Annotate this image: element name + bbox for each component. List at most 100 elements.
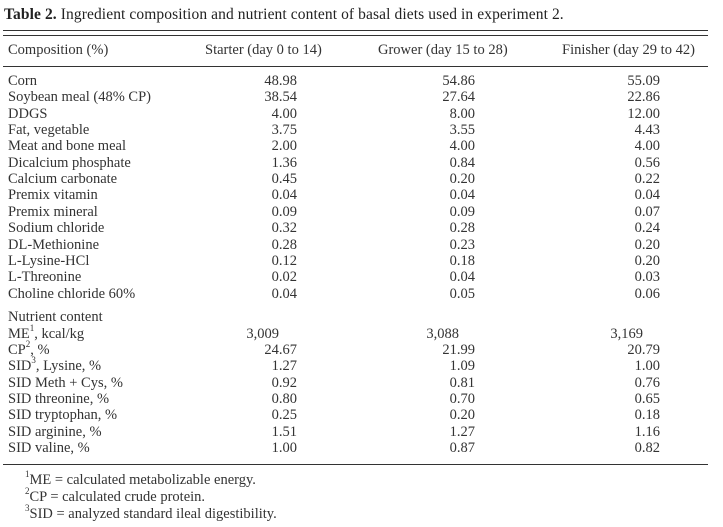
- nutrient-name: SID3, Lysine, %: [8, 355, 102, 375]
- grower-value: 0.23: [449, 236, 475, 253]
- finisher-value: 12.00: [627, 105, 660, 122]
- finisher-value: 4.00: [634, 138, 660, 155]
- ingredient-name: Soybean meal (48% CP): [8, 89, 151, 106]
- nutrient-name: SID arginine, %: [8, 424, 102, 441]
- finisher-value: 0.18: [634, 407, 660, 424]
- starter-value: 0.45: [271, 171, 297, 188]
- nutrient-label: SID tryptophan, %: [8, 407, 118, 424]
- table-row: SID threonine, % 0.80 0.70 0.65: [0, 391, 723, 407]
- grower-value: 1.09: [449, 358, 475, 375]
- table-row: CP2, % 24.67 21.99 20.79: [0, 339, 723, 358]
- table-row: L-Lysine-HCl 0.12 0.18 0.20: [0, 253, 723, 269]
- grower-value: 0.81: [449, 374, 475, 391]
- finisher-value: 0.20: [634, 252, 660, 269]
- table-row: Choline chloride 60% 0.04 0.05 0.06: [0, 286, 723, 302]
- table-row: Fat, vegetable 3.75 3.55 4.43: [0, 122, 723, 138]
- bottom-rule: [3, 464, 708, 466]
- starter-value: 1.36: [271, 154, 297, 171]
- grower-value: 27.64: [442, 89, 475, 106]
- table-row: Sodium chloride 0.32 0.28 0.24: [0, 220, 723, 236]
- starter-value: 0.25: [271, 407, 297, 424]
- starter-value: 1.27: [271, 358, 297, 375]
- finisher-value: 0.04: [634, 187, 660, 204]
- starter-value: 48.98: [264, 73, 297, 89]
- ingredient-name: Corn: [8, 73, 37, 89]
- header-finisher: Finisher (day 29 to 42): [562, 42, 695, 58]
- starter-value: 4.00: [271, 105, 297, 122]
- nutrient-unit: , kcal/kg: [34, 325, 85, 342]
- header-starter: Starter (day 0 to 14): [205, 42, 322, 58]
- starter-value: 24.67: [264, 341, 297, 358]
- nutrient-unit: , %: [30, 341, 50, 358]
- ingredient-name: DL-Methionine: [8, 236, 100, 253]
- starter-value: 3,009: [246, 325, 279, 342]
- grower-value: 0.05: [449, 285, 475, 302]
- ingredient-name: Dicalcium phosphate: [8, 154, 131, 171]
- starter-value: 1.51: [271, 423, 297, 440]
- ingredient-name: Sodium chloride: [8, 220, 105, 237]
- finisher-value: 0.20: [634, 236, 660, 253]
- starter-value: 0.02: [271, 269, 297, 286]
- table-row: SID Meth + Cys, % 0.92 0.81 0.76: [0, 375, 723, 391]
- table-row: Meat and bone meal 2.00 4.00 4.00: [0, 138, 723, 154]
- nutrient-name: ME1, kcal/kg: [8, 322, 85, 343]
- footnote: 3SID = analyzed standard ileal digestibi…: [25, 504, 277, 523]
- table-row: DDGS 4.00 8.00 12.00: [0, 106, 723, 122]
- table-row: Calcium carbonate 0.45 0.20 0.22: [0, 171, 723, 187]
- nutrient-label: SID: [8, 358, 32, 375]
- table-row: SID3, Lysine, % 1.27 1.09 1.00: [0, 355, 723, 375]
- header-grower: Grower (day 15 to 28): [378, 42, 508, 58]
- grower-value: 21.99: [442, 341, 475, 358]
- finisher-value: 1.00: [634, 358, 660, 375]
- grower-value: 0.20: [449, 171, 475, 188]
- grower-value: 0.04: [449, 187, 475, 204]
- header-composition: Composition (%): [8, 42, 109, 58]
- ingredient-name: Meat and bone meal: [8, 138, 126, 155]
- table-row: DL-Methionine 0.28 0.23 0.20: [0, 237, 723, 253]
- grower-value: 0.09: [449, 203, 475, 220]
- grower-value: 0.87: [449, 439, 475, 456]
- grower-value: 0.28: [449, 220, 475, 237]
- table-caption: Table 2. Ingredient composition and nutr…: [4, 6, 564, 24]
- grower-value: 8.00: [449, 105, 475, 122]
- table-row: Dicalcium phosphate 1.36 0.84 0.56: [0, 155, 723, 171]
- table-row: Premix vitamin 0.04 0.04 0.04: [0, 187, 723, 203]
- finisher-value: 0.06: [634, 285, 660, 302]
- starter-value: 0.80: [271, 390, 297, 407]
- finisher-value: 4.43: [634, 122, 660, 139]
- table-row: SID tryptophan, % 0.25 0.20 0.18: [0, 407, 723, 423]
- grower-value: 54.86: [442, 73, 475, 89]
- grower-value: 1.27: [449, 423, 475, 440]
- ingredient-name: Premix mineral: [8, 203, 98, 220]
- nutrient-name: SID tryptophan, %: [8, 407, 117, 424]
- table-row: SID arginine, % 1.51 1.27 1.16: [0, 424, 723, 440]
- nutrient-heading-row: Nutrient content: [0, 309, 723, 325]
- nutrient-label: SID Meth + Cys, %: [8, 374, 123, 391]
- ingredient-name: Fat, vegetable: [8, 122, 90, 139]
- finisher-value: 3,169: [610, 325, 643, 342]
- ingredient-name: Calcium carbonate: [8, 171, 118, 188]
- nutrient-unit: , Lysine, %: [35, 358, 102, 375]
- header-rule: [3, 66, 708, 68]
- table-row: SID valine, % 1.00 0.87 0.82: [0, 440, 723, 456]
- starter-value: 38.54: [264, 89, 297, 106]
- grower-value: 4.00: [449, 138, 475, 155]
- finisher-value: 0.22: [634, 171, 660, 188]
- footnote-marker: 2: [25, 339, 31, 350]
- footnote-mark: 2: [25, 486, 30, 497]
- starter-value: 0.92: [271, 374, 297, 391]
- footnote-marker: 1: [29, 322, 35, 333]
- nutrient-heading: Nutrient content: [8, 309, 103, 325]
- footnote: 1ME = calculated metabolizable energy.: [25, 470, 256, 489]
- finisher-value: 0.82: [634, 439, 660, 456]
- starter-value: 1.00: [271, 439, 297, 456]
- ingredient-name: DDGS: [8, 105, 48, 122]
- finisher-value: 55.09: [627, 73, 660, 89]
- starter-value: 2.00: [271, 138, 297, 155]
- starter-value: 0.04: [271, 187, 297, 204]
- footnote-marker: 3: [31, 355, 36, 366]
- finisher-value: 0.56: [634, 154, 660, 171]
- finisher-value: 0.24: [634, 220, 660, 237]
- finisher-value: 20.79: [627, 341, 660, 358]
- nutrient-label: SID threonine, %: [8, 390, 110, 407]
